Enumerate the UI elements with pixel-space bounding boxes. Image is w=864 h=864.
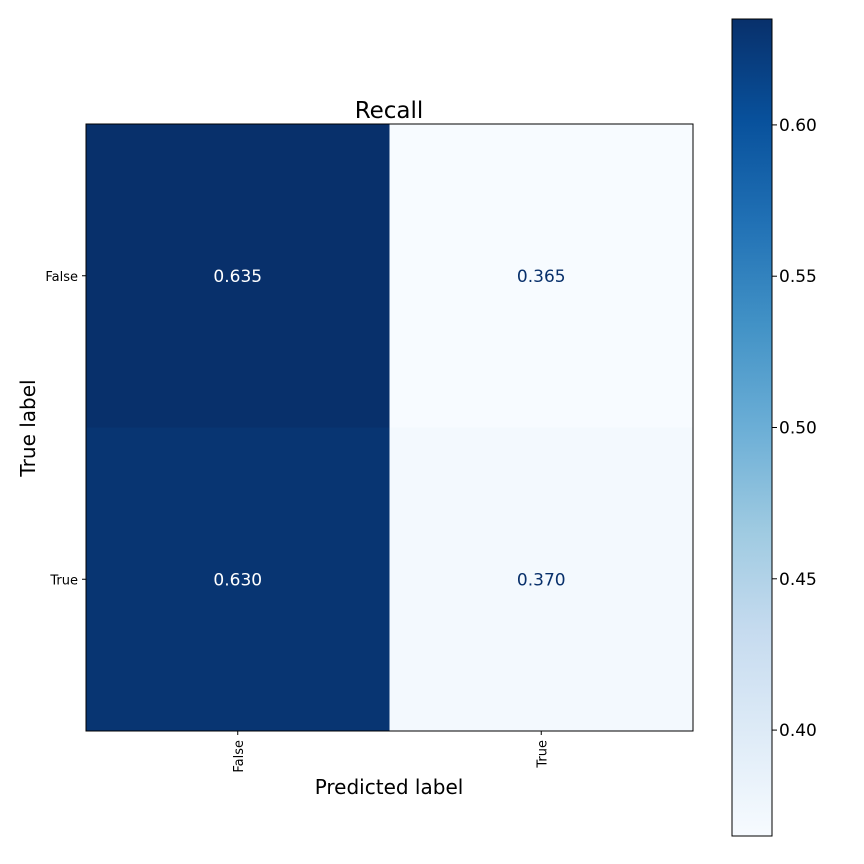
colorbar-tick-label: 0.60 xyxy=(779,116,817,136)
colorbar-tick-label: 0.45 xyxy=(779,570,817,590)
colorbar-tick-label: 0.50 xyxy=(779,419,817,439)
x-tick-label: False xyxy=(232,740,247,773)
colorbar xyxy=(731,18,773,837)
x-tick-label: True xyxy=(535,740,550,769)
cell-value-label: 0.635 xyxy=(213,267,262,287)
heatmap-cell xyxy=(86,124,390,428)
x-axis-label: Predicted label xyxy=(315,775,464,799)
y-axis-ticks: False True xyxy=(45,270,86,588)
x-axis-ticks: False True xyxy=(232,731,550,773)
y-tick-label: True xyxy=(49,573,78,588)
heatmap-cell xyxy=(86,427,390,731)
cell-value-label: 0.630 xyxy=(213,570,262,590)
heatmap-cell-labels: 0.635 0.365 0.630 0.370 xyxy=(213,267,565,591)
heatmap-cell xyxy=(389,124,693,428)
y-axis-label: True label xyxy=(16,379,40,477)
chart-title: Recall xyxy=(355,98,424,124)
plot-frame xyxy=(85,123,694,732)
y-tick-label: False xyxy=(45,270,78,285)
cell-value-label: 0.370 xyxy=(517,570,566,590)
colorbar-tick-label: 0.40 xyxy=(779,721,817,741)
heatmap-cell xyxy=(389,427,693,731)
cell-value-label: 0.365 xyxy=(517,267,566,287)
colorbar-ticks: 0.40 0.45 0.50 0.55 0.60 xyxy=(772,116,817,741)
colorbar-tick-label: 0.55 xyxy=(779,267,817,287)
heatmap-cells xyxy=(86,124,693,731)
